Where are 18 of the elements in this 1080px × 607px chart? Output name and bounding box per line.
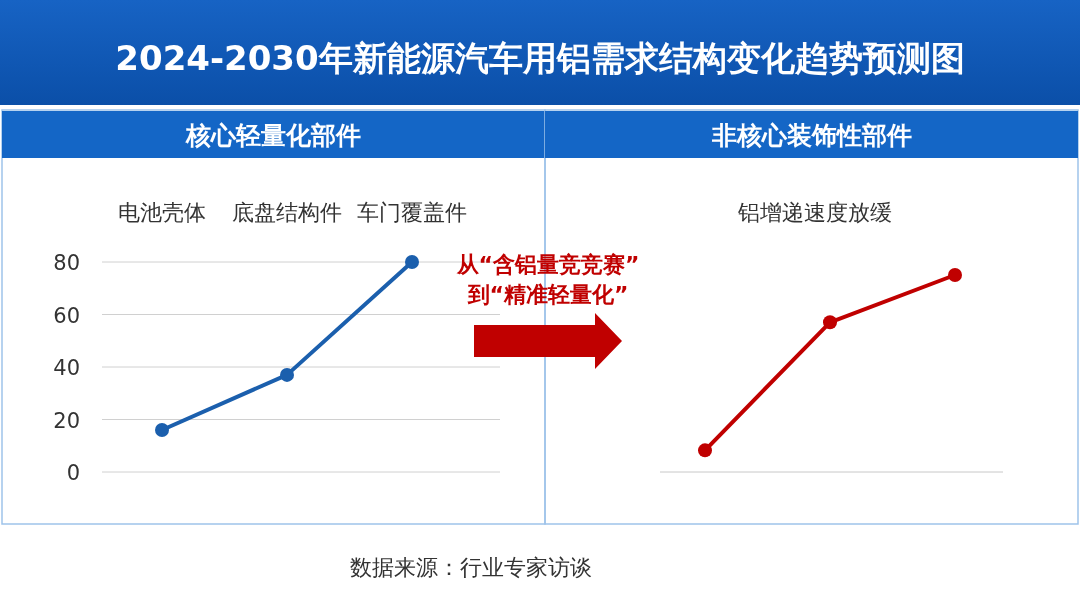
y-tick-label: 40	[53, 356, 80, 380]
y-tick-label: 20	[53, 408, 80, 433]
source-note: 数据来源：行业专家访谈	[350, 555, 592, 580]
x-tick-label: 底盘结构件	[232, 200, 342, 225]
x-tick-label: 车门覆盖件	[357, 200, 467, 225]
chart-title: 2024-2030年新能源汽车用铝需求结构变化趋势预测图	[115, 38, 965, 78]
point	[155, 423, 169, 437]
point	[280, 367, 294, 382]
y-tick-label: 0	[66, 461, 80, 485]
chart-subtitle: 非核心装饰性部件	[710, 121, 912, 150]
chart-subtitle: 核心轻量化部件	[185, 121, 361, 150]
text: 铝增递速度放缓	[736, 200, 892, 225]
point	[405, 255, 419, 269]
y-tick-label: 60	[53, 303, 80, 328]
x-tick-label: 电池壳体	[118, 200, 206, 225]
annotation: 到“精准轻量化”	[466, 282, 629, 307]
y-tick-label: 80	[53, 251, 80, 275]
annotation: 从“含铝量竞竞赛”	[455, 252, 640, 277]
